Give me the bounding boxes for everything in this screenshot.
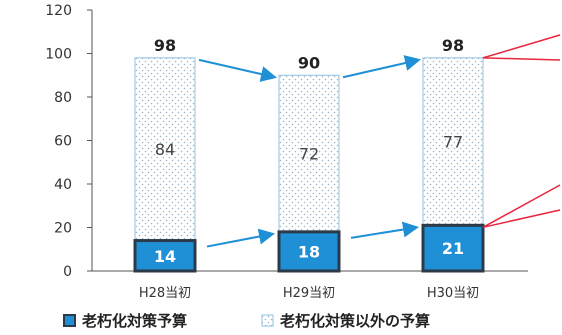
legend-label-aging-budget: 老朽化対策予算 bbox=[81, 312, 187, 330]
data-label-aging-budget: 21 bbox=[442, 239, 464, 258]
bar-segment-other-budget bbox=[134, 57, 196, 242]
bar-segment-aging-budget bbox=[277, 230, 341, 273]
bar-segment-aging-budget bbox=[133, 239, 197, 273]
data-label-total: 98 bbox=[442, 36, 464, 55]
y-tick-label: 80 bbox=[54, 90, 72, 106]
callout-line bbox=[482, 184, 561, 228]
bar-segment-aging-budget bbox=[421, 223, 485, 273]
data-label-total: 90 bbox=[298, 53, 320, 72]
trend-arrow-total bbox=[342, 55, 421, 79]
data-label-other-budget: 72 bbox=[299, 145, 319, 164]
data-label-total: 98 bbox=[154, 36, 176, 55]
y-tick-label: 120 bbox=[45, 3, 72, 19]
callout-line bbox=[482, 57, 561, 61]
trend-arrow-aging bbox=[350, 221, 419, 239]
trend-arrow-aging bbox=[206, 228, 275, 248]
y-tick-label: 100 bbox=[45, 47, 72, 63]
legend-swatch-aging-budget bbox=[63, 314, 76, 327]
data-label-aging-budget: 18 bbox=[298, 242, 320, 261]
x-tick-label: H29当初 bbox=[283, 286, 335, 301]
x-tick-label: H30当初 bbox=[427, 286, 479, 301]
trend-arrow-total bbox=[198, 58, 277, 82]
legend-label-other-budget: 老朽化対策以外の予算 bbox=[279, 312, 430, 330]
data-label-other-budget: 77 bbox=[443, 133, 463, 152]
y-tick-label: 20 bbox=[54, 221, 72, 237]
y-tick-label: 0 bbox=[63, 264, 72, 280]
x-tick-label: H28当初 bbox=[139, 286, 191, 301]
callout-line bbox=[482, 34, 561, 59]
legend-swatch-other-budget bbox=[261, 314, 274, 327]
callout-line bbox=[482, 209, 561, 229]
y-tick-label: 60 bbox=[54, 134, 72, 150]
data-label-aging-budget: 14 bbox=[154, 247, 176, 266]
y-tick-label: 40 bbox=[54, 177, 72, 193]
data-label-other-budget: 84 bbox=[155, 140, 175, 159]
